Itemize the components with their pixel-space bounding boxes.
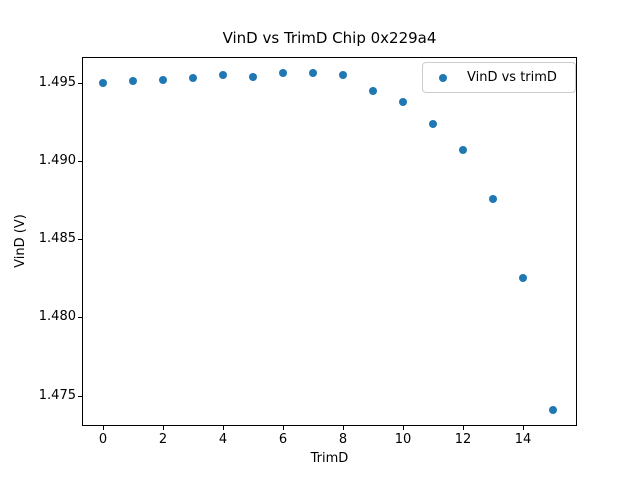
y-tick-label: 1.480	[38, 309, 76, 325]
x-tick	[223, 426, 224, 430]
x-tick	[103, 426, 104, 430]
legend: VinD vs trimD	[422, 62, 576, 93]
x-tick	[283, 426, 284, 430]
chart-title: VinD vs TrimD Chip 0x229a4	[222, 29, 437, 47]
y-axis-label: VinD (V)	[13, 214, 28, 268]
x-axis-label: TrimD	[310, 451, 349, 466]
legend-label: VinD vs trimD	[467, 69, 557, 85]
legend-marker-icon	[439, 73, 447, 82]
y-tick-label: 1.485	[38, 231, 76, 247]
x-tick-label: 6	[278, 432, 288, 447]
y-tick-label: 1.475	[38, 387, 76, 403]
x-tick-label: 0	[98, 432, 108, 447]
x-tick-label: 2	[158, 432, 168, 447]
x-tick-label: 14	[514, 432, 532, 447]
y-tick-label: 1.495	[38, 74, 76, 90]
x-tick-label: 4	[218, 432, 228, 447]
x-tick-label: 8	[338, 432, 348, 447]
x-tick	[343, 426, 344, 430]
x-tick-label: 10	[394, 432, 412, 447]
plot-area: VinD vs trimD	[82, 57, 577, 426]
x-tick	[163, 426, 164, 430]
x-tick	[403, 426, 404, 430]
y-tick-label: 1.490	[38, 153, 76, 168]
x-tick	[523, 426, 524, 430]
x-tick	[463, 426, 464, 430]
x-tick-label: 12	[454, 432, 472, 447]
